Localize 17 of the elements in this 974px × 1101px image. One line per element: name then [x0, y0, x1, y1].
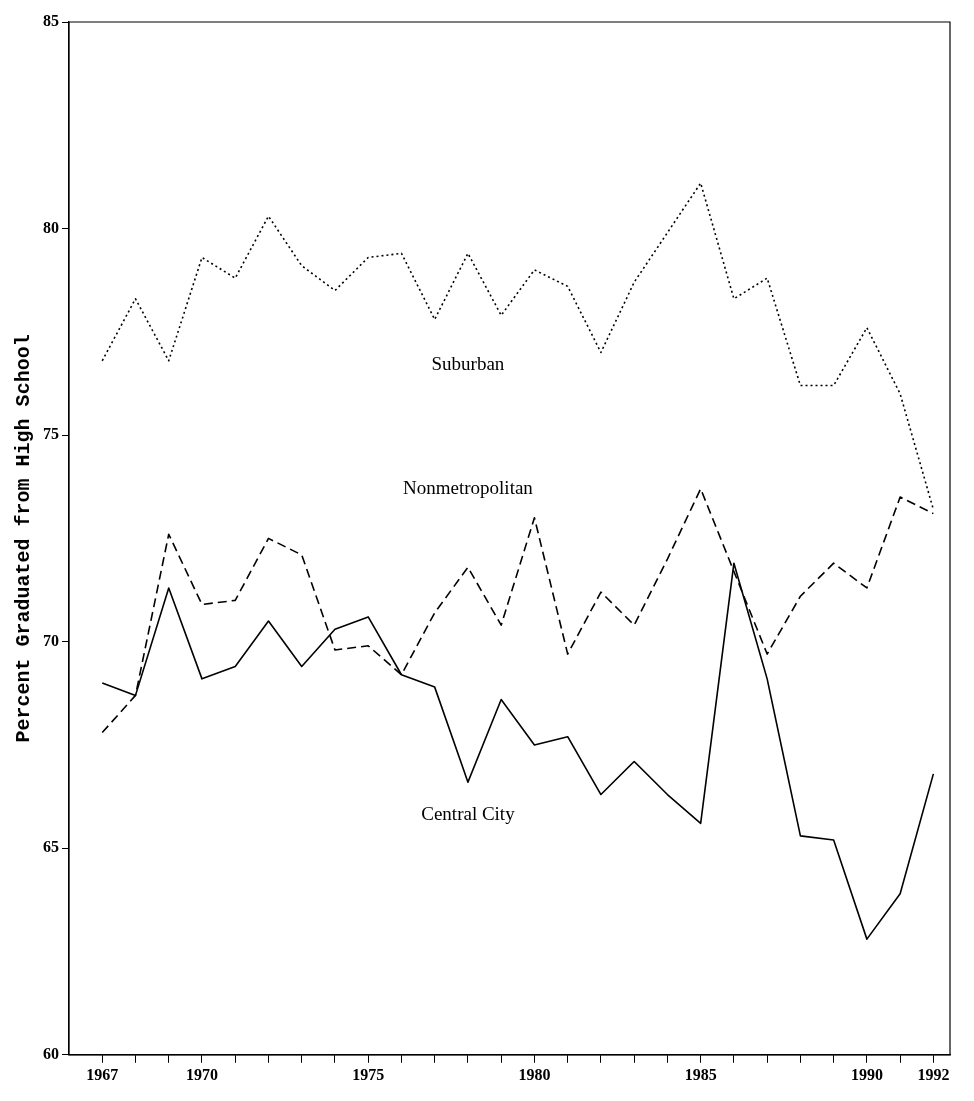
x-tick-label: 1980	[518, 1065, 551, 1083]
x-tick-label: 1985	[684, 1065, 717, 1083]
series-label: Suburban	[431, 352, 505, 374]
x-tick-label: 1967	[86, 1065, 119, 1083]
y-tick-label: 65	[43, 838, 59, 856]
y-tick-label: 60	[43, 1044, 59, 1062]
x-tick-label: 1992	[917, 1065, 950, 1083]
y-tick-label: 80	[43, 218, 59, 236]
x-tick-label: 1975	[352, 1065, 385, 1083]
y-axis-title: Percent Graduated from High School	[12, 334, 36, 743]
y-tick-label: 70	[43, 631, 59, 649]
x-tick-label: 1970	[185, 1065, 218, 1083]
series-label: Nonmetropolitan	[403, 476, 534, 498]
y-tick-label: 85	[43, 12, 59, 30]
x-tick-label: 1990	[850, 1065, 883, 1083]
y-tick-label: 75	[43, 425, 59, 443]
series-label: Central City	[421, 803, 516, 825]
